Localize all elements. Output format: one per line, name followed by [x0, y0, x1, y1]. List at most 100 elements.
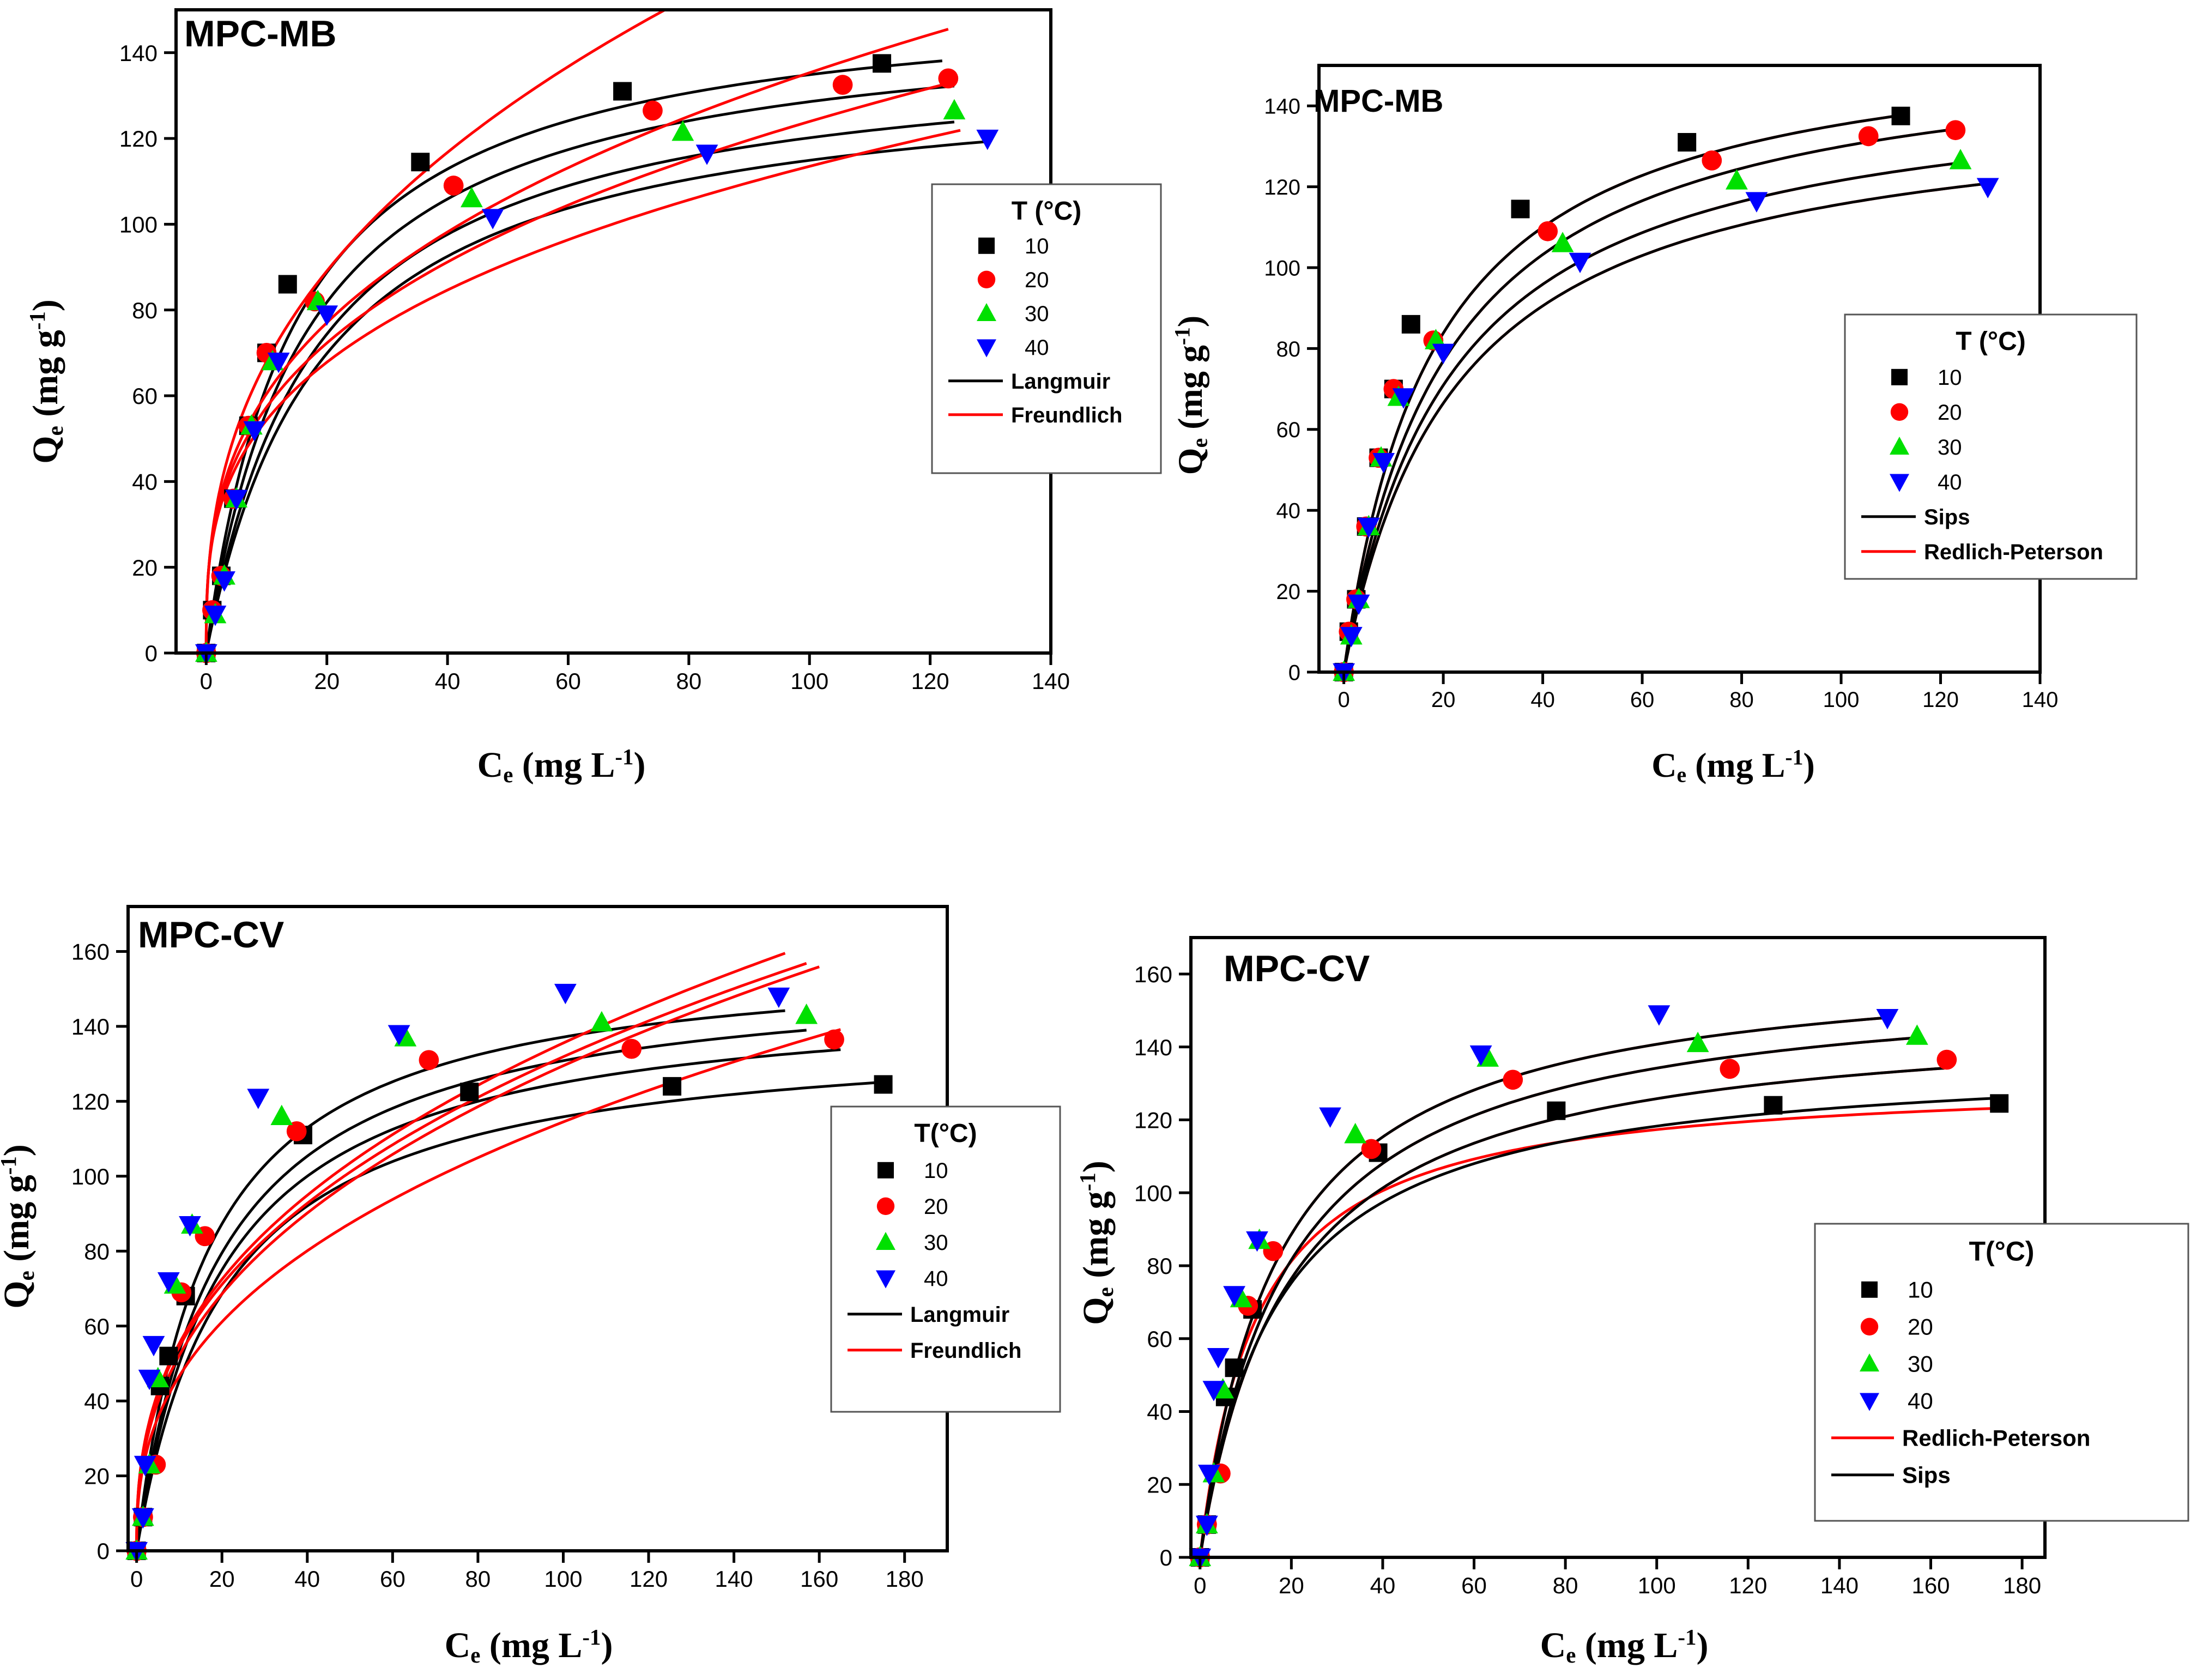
x-axis-title: Ce (mg L-1)	[445, 1625, 613, 1667]
y-tick-label: 40	[132, 469, 158, 494]
legend-label-10: 10	[924, 1159, 948, 1183]
y-tick-label: 160	[71, 939, 110, 965]
panel-title: MPC-MB	[1314, 83, 1443, 119]
data-point-40	[1876, 1008, 1899, 1030]
x-tick-label: 20	[1431, 688, 1456, 712]
axis-title-part: )	[633, 745, 645, 785]
data-point-30	[306, 289, 329, 311]
data-point-10	[1401, 315, 1420, 334]
data-point-40	[142, 1335, 165, 1357]
legend-marker-30	[1860, 1353, 1879, 1372]
x-tick-label: 80	[1553, 1573, 1578, 1598]
data-point-20	[286, 1121, 307, 1141]
data-point-40	[157, 1272, 180, 1293]
series-10	[1334, 106, 1910, 681]
y-tick-label: 60	[1276, 418, 1301, 442]
data-point-40	[1976, 178, 1999, 198]
x-tick-label: 80	[465, 1566, 491, 1592]
data-point-40	[1202, 1381, 1225, 1401]
legend-box	[1814, 1223, 2189, 1522]
axis-title-part: e	[1677, 763, 1686, 787]
data-point-20	[1858, 126, 1879, 147]
x-tick-label: 0	[1194, 1573, 1206, 1598]
fit-curves	[204, 10, 991, 653]
legend-title: T (°C)	[1956, 327, 2025, 356]
data-point-40	[134, 1455, 156, 1477]
fit-curve-langmuir	[204, 140, 991, 653]
fit-curve-sips	[1342, 128, 1956, 672]
data-point-40	[1198, 1465, 1220, 1485]
legend-title: T(°C)	[914, 1119, 977, 1148]
data-point-40	[388, 1025, 410, 1046]
axis-title-part: (mg L	[1576, 1625, 1678, 1665]
data-point-30	[1949, 149, 1972, 170]
y-tick-label: 80	[1276, 337, 1301, 361]
data-point-30	[943, 99, 966, 120]
axis-title-part: -1	[582, 1625, 601, 1649]
data-point-20	[1503, 1069, 1523, 1090]
axis-title-part: -1	[25, 311, 50, 330]
data-point-10	[1764, 1096, 1783, 1115]
legend-fit-label: Langmuir	[910, 1303, 1009, 1327]
data-point-10	[874, 1075, 893, 1094]
y-tick-label: 60	[132, 383, 158, 409]
axis-title-part: (mg L	[480, 1625, 582, 1665]
axis-title-part: -1	[615, 745, 633, 769]
data-point-30	[795, 1004, 818, 1024]
legend-marker-20	[876, 1197, 895, 1215]
data-point-30	[1905, 1024, 1928, 1045]
y-axis-title: Qe (mg g-1)	[0, 1144, 39, 1309]
series-40	[1189, 1005, 1899, 1569]
x-tick-label: 140	[1820, 1573, 1859, 1598]
axis-title-part: (mg g	[1076, 1191, 1116, 1287]
legend-label-20: 20	[924, 1195, 948, 1219]
legend-label-40: 40	[1938, 470, 1962, 494]
x-tick-label: 80	[676, 668, 702, 694]
data-point-10	[613, 82, 632, 101]
data-point-30	[671, 120, 694, 141]
y-tick-label: 120	[71, 1089, 110, 1114]
y-tick-label: 20	[1276, 580, 1301, 604]
data-point-40	[1745, 192, 1768, 213]
data-point-40	[243, 421, 266, 442]
data-point-40	[1246, 1231, 1268, 1252]
legend-label-10: 10	[1908, 1277, 1933, 1303]
axis-title-part: e	[1188, 438, 1212, 448]
y-tick-label: 100	[71, 1164, 110, 1189]
fit-curve-redlich-peterson	[1342, 113, 1906, 672]
data-point-10	[159, 1346, 178, 1365]
data-point-30	[270, 1104, 293, 1125]
legend-marker-30	[977, 303, 996, 322]
fit-curve-freundlich	[135, 962, 807, 1549]
data-point-40	[267, 352, 290, 373]
fit-curve-freundlich	[204, 82, 949, 648]
legend-label-20: 20	[1938, 401, 1962, 425]
legend-marker-10	[1861, 1281, 1878, 1298]
legend-label-40: 40	[1025, 336, 1049, 360]
legend: T(°C) 10 20 30 40 Redlich-Peterson Sips	[1814, 1223, 2189, 1522]
y-axis-title: Qe (mg g-1)	[1171, 316, 1212, 475]
x-tick-label: 60	[1630, 688, 1655, 712]
y-tick-label: 20	[132, 555, 158, 581]
data-point-40	[1340, 627, 1363, 648]
fit-curve-langmuir	[135, 1080, 883, 1551]
axis-title-part: C	[445, 1625, 471, 1665]
series-40	[125, 983, 790, 1563]
panel-title: MPC-MB	[184, 13, 337, 55]
x-axis-title: Ce (mg L-1)	[477, 745, 646, 787]
axis-title-part: e	[43, 426, 68, 436]
axis-title-part: -1	[0, 1156, 21, 1175]
axis-title-part: )	[1076, 1161, 1116, 1173]
legend: T (°C) 10 20 30 40 Sips Redlich-Peterson	[1844, 313, 2138, 580]
y-tick-label: 40	[1147, 1399, 1172, 1425]
legend-fit-label: Sips	[1924, 505, 1970, 529]
data-point-40	[1648, 1005, 1671, 1026]
legend-marker-40	[1890, 474, 1909, 492]
legend-label-40: 40	[1908, 1388, 1933, 1414]
x-tick-label: 80	[1729, 688, 1754, 712]
data-point-40	[213, 571, 235, 592]
legend-fit-label: Freundlich	[910, 1339, 1021, 1363]
data-point-40	[138, 1369, 161, 1391]
data-point-40	[554, 983, 577, 1005]
legend-marker-10	[1891, 368, 1908, 385]
